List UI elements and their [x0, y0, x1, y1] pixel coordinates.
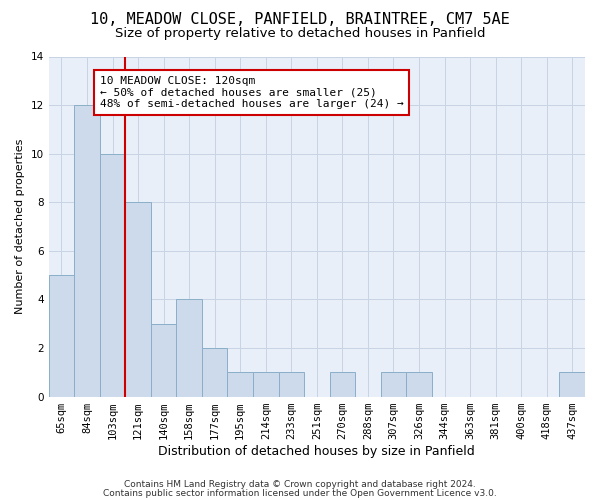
Bar: [49, 275, 74, 396]
X-axis label: Distribution of detached houses by size in Panfield: Distribution of detached houses by size …: [158, 444, 475, 458]
Bar: [100, 154, 125, 396]
Bar: [202, 348, 227, 397]
Bar: [559, 372, 585, 396]
Bar: [151, 324, 176, 396]
Text: 10, MEADOW CLOSE, PANFIELD, BRAINTREE, CM7 5AE: 10, MEADOW CLOSE, PANFIELD, BRAINTREE, C…: [90, 12, 510, 28]
Bar: [278, 372, 304, 396]
Y-axis label: Number of detached properties: Number of detached properties: [15, 139, 25, 314]
Bar: [227, 372, 253, 396]
Bar: [125, 202, 151, 396]
Bar: [406, 372, 432, 396]
Text: Contains public sector information licensed under the Open Government Licence v3: Contains public sector information licen…: [103, 488, 497, 498]
Text: Size of property relative to detached houses in Panfield: Size of property relative to detached ho…: [115, 28, 485, 40]
Bar: [253, 372, 278, 396]
Text: 10 MEADOW CLOSE: 120sqm
← 50% of detached houses are smaller (25)
48% of semi-de: 10 MEADOW CLOSE: 120sqm ← 50% of detache…: [100, 76, 403, 109]
Bar: [74, 105, 100, 397]
Bar: [176, 300, 202, 396]
Bar: [380, 372, 406, 396]
Text: Contains HM Land Registry data © Crown copyright and database right 2024.: Contains HM Land Registry data © Crown c…: [124, 480, 476, 489]
Bar: [329, 372, 355, 396]
